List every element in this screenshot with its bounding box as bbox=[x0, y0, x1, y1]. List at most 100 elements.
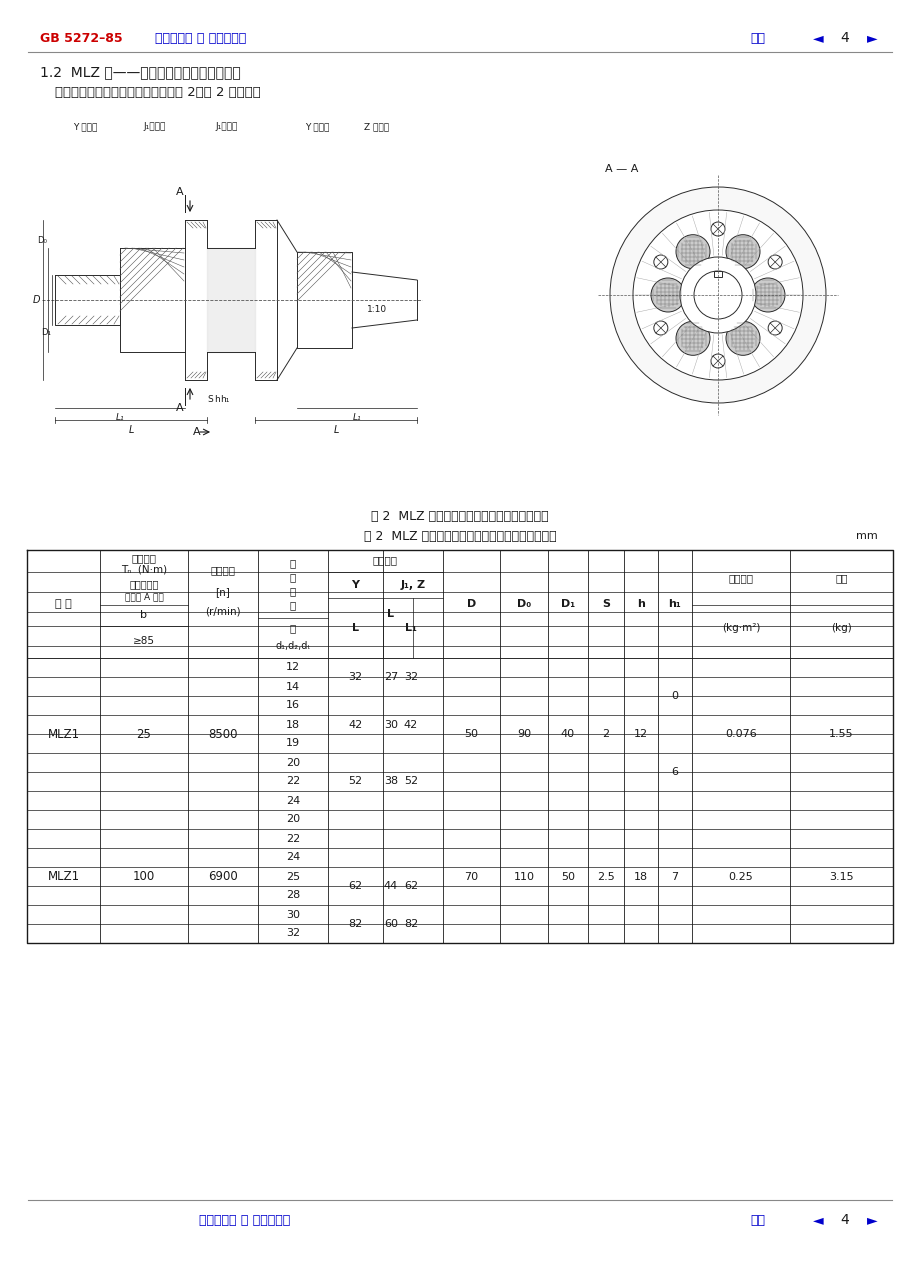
Text: S: S bbox=[207, 395, 212, 404]
Text: 50: 50 bbox=[561, 872, 574, 881]
Text: 轴: 轴 bbox=[289, 558, 296, 568]
Text: 轴孔长度: 轴孔长度 bbox=[372, 555, 398, 565]
Circle shape bbox=[693, 271, 742, 320]
Text: 52: 52 bbox=[403, 777, 417, 787]
Text: 30: 30 bbox=[383, 719, 398, 729]
Text: 表 2  MLZ 型梅花形弹性联轴器基本参数和主要尺寸: 表 2 MLZ 型梅花形弹性联轴器基本参数和主要尺寸 bbox=[363, 530, 556, 542]
Text: 32: 32 bbox=[286, 928, 300, 938]
Text: [n]: [n] bbox=[215, 587, 230, 597]
Text: 22: 22 bbox=[286, 834, 300, 844]
Text: 28: 28 bbox=[286, 891, 300, 900]
Text: 18: 18 bbox=[633, 872, 647, 881]
Text: ►: ► bbox=[866, 31, 877, 45]
Text: Y 型轴孔: Y 型轴孔 bbox=[304, 122, 329, 131]
Text: L: L bbox=[387, 608, 394, 619]
Text: 24: 24 bbox=[286, 796, 300, 806]
Text: 20: 20 bbox=[286, 815, 300, 825]
Text: 1.55: 1.55 bbox=[828, 729, 853, 740]
Circle shape bbox=[653, 255, 667, 269]
Text: 1:10: 1:10 bbox=[367, 306, 387, 314]
Text: 返回总目录 ｜ 返回分目录: 返回总目录 ｜ 返回分目录 bbox=[154, 32, 246, 45]
Bar bbox=[713, 271, 721, 278]
Text: J₁型轴孔: J₁型轴孔 bbox=[143, 122, 166, 131]
Text: 钢: 钢 bbox=[289, 622, 296, 633]
Text: 60: 60 bbox=[383, 919, 398, 929]
Circle shape bbox=[767, 321, 781, 335]
Text: 40: 40 bbox=[561, 729, 574, 740]
Circle shape bbox=[675, 234, 709, 269]
Text: 转动惯量: 转动惯量 bbox=[728, 573, 753, 583]
Polygon shape bbox=[207, 248, 255, 353]
Text: L: L bbox=[128, 425, 133, 435]
Text: L₁: L₁ bbox=[352, 412, 361, 423]
Text: 图 2  MLZ 型单法兰型梅花形弹性联轴器结构图: 图 2 MLZ 型单法兰型梅花形弹性联轴器结构图 bbox=[370, 509, 549, 522]
Text: (kg·m²): (kg·m²) bbox=[721, 622, 759, 633]
Text: A: A bbox=[176, 404, 184, 412]
Text: D₁: D₁ bbox=[41, 328, 51, 337]
Text: ◄: ◄ bbox=[811, 1213, 823, 1227]
Text: 52: 52 bbox=[348, 777, 362, 787]
Text: 20: 20 bbox=[286, 757, 300, 768]
Text: h₁: h₁ bbox=[668, 600, 681, 608]
Text: 19: 19 bbox=[286, 738, 300, 749]
Text: 后退: 后退 bbox=[749, 1213, 765, 1226]
Text: (r/min): (r/min) bbox=[205, 607, 241, 617]
Text: 16: 16 bbox=[286, 700, 300, 710]
Text: (kg): (kg) bbox=[830, 622, 851, 633]
Text: 38: 38 bbox=[383, 777, 398, 787]
Text: A: A bbox=[176, 187, 184, 197]
Circle shape bbox=[609, 187, 825, 404]
Text: 62: 62 bbox=[348, 881, 362, 891]
Text: Tₙ  (N·m): Tₙ (N·m) bbox=[120, 565, 167, 575]
Text: 18: 18 bbox=[286, 719, 300, 729]
Text: 12: 12 bbox=[286, 662, 300, 672]
Circle shape bbox=[725, 321, 759, 355]
Text: 8500: 8500 bbox=[208, 727, 237, 741]
Text: Y 型轴孔: Y 型轴孔 bbox=[73, 122, 97, 131]
Text: （邵尔 A 型）: （邵尔 A 型） bbox=[124, 592, 164, 602]
Text: A — A: A — A bbox=[605, 164, 638, 174]
Text: mm: mm bbox=[856, 531, 877, 541]
Text: 直: 直 bbox=[289, 586, 296, 596]
Text: h: h bbox=[214, 395, 220, 404]
Text: GB 5272–85: GB 5272–85 bbox=[40, 32, 122, 45]
Text: 许用转速: 许用转速 bbox=[210, 565, 235, 575]
Text: Y: Y bbox=[351, 580, 359, 589]
Text: S: S bbox=[601, 600, 609, 608]
Text: b: b bbox=[141, 610, 147, 620]
Text: 27: 27 bbox=[383, 672, 398, 682]
Text: 6900: 6900 bbox=[208, 869, 238, 883]
Circle shape bbox=[710, 222, 724, 236]
Text: 62: 62 bbox=[403, 881, 417, 891]
Text: 100: 100 bbox=[132, 869, 155, 883]
Circle shape bbox=[632, 210, 802, 381]
Text: 24: 24 bbox=[286, 853, 300, 863]
Text: h: h bbox=[636, 600, 644, 608]
Text: d₁,d₂,dₜ: d₁,d₂,dₜ bbox=[275, 642, 311, 651]
Text: 1.2  MLZ 型——单法兰型梅花形弹性联轴器: 1.2 MLZ 型——单法兰型梅花形弹性联轴器 bbox=[40, 65, 241, 79]
Text: L: L bbox=[333, 425, 338, 435]
Text: 42: 42 bbox=[348, 719, 362, 729]
Text: 14: 14 bbox=[286, 681, 300, 691]
Text: 4: 4 bbox=[840, 1213, 848, 1227]
Text: MLZ1: MLZ1 bbox=[48, 869, 79, 883]
Text: MLZ1: MLZ1 bbox=[48, 727, 79, 741]
Text: 25: 25 bbox=[136, 727, 152, 741]
Text: 82: 82 bbox=[403, 919, 417, 929]
Text: 后退: 后退 bbox=[749, 32, 765, 45]
Text: 32: 32 bbox=[403, 672, 417, 682]
Text: 82: 82 bbox=[348, 919, 362, 929]
Text: L: L bbox=[352, 622, 358, 633]
Text: 12: 12 bbox=[633, 729, 647, 740]
Text: 2: 2 bbox=[602, 729, 609, 740]
Text: 径: 径 bbox=[289, 600, 296, 610]
Text: L₁: L₁ bbox=[116, 412, 124, 423]
Text: 110: 110 bbox=[513, 872, 534, 881]
Text: 70: 70 bbox=[464, 872, 478, 881]
Text: 0.076: 0.076 bbox=[724, 729, 756, 740]
Circle shape bbox=[750, 278, 784, 312]
Text: Z 型轴孔: Z 型轴孔 bbox=[364, 122, 389, 131]
Text: J₁, Z: J₁, Z bbox=[400, 580, 425, 589]
Text: 型式、基本参数和主要尺寸应符合图 2、表 2 的规定。: 型式、基本参数和主要尺寸应符合图 2、表 2 的规定。 bbox=[55, 85, 260, 98]
Text: D: D bbox=[32, 295, 40, 306]
